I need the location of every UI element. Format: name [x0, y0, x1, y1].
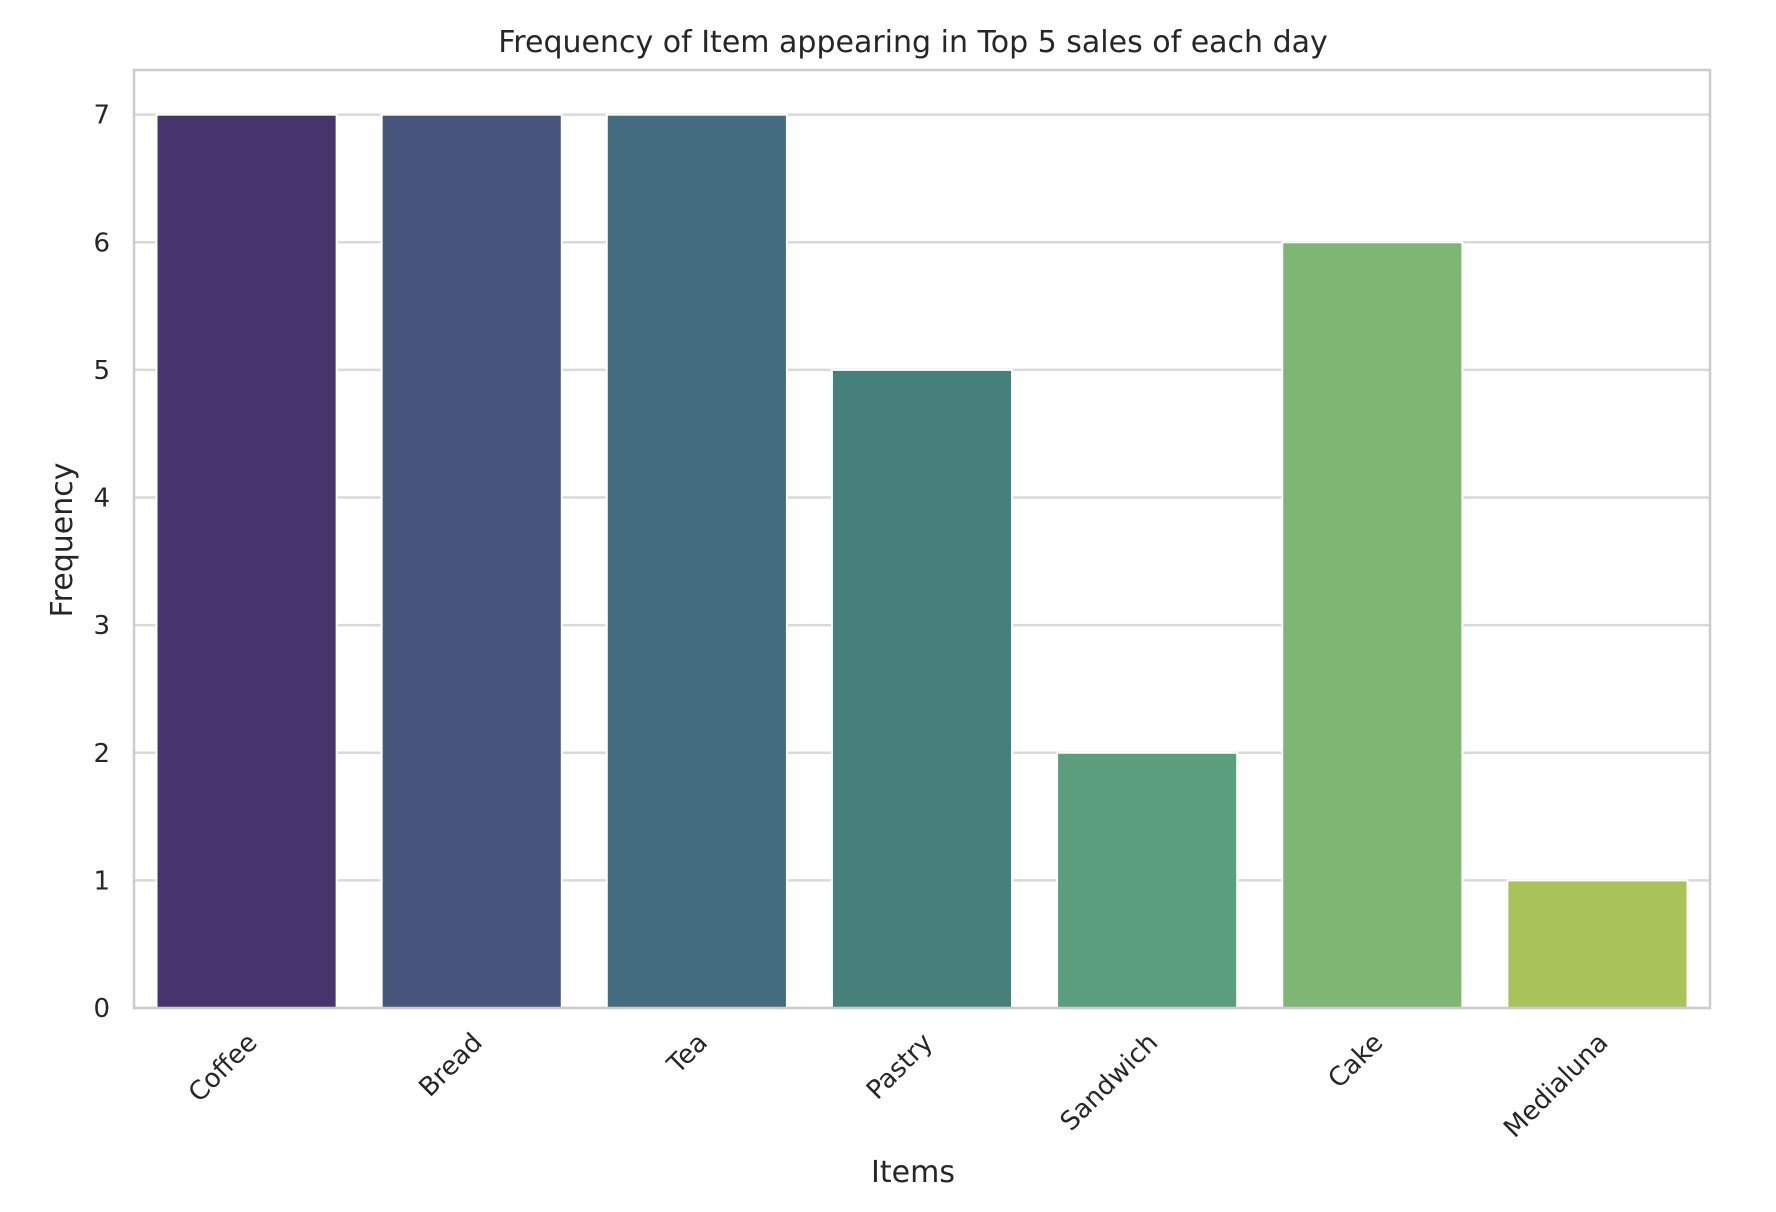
y-tick-label: 7: [93, 101, 110, 131]
y-tick-label: 2: [93, 739, 110, 769]
bar-bread: [380, 113, 563, 1009]
y-tick-label: 4: [93, 484, 110, 514]
x-axis-title: Items: [871, 1155, 955, 1190]
bar-sandwich: [1056, 751, 1239, 1009]
y-axis-title: Frequency: [45, 463, 80, 618]
y-tick-label: 5: [93, 356, 110, 386]
bar-coffee: [155, 113, 338, 1009]
bar-medialuna: [1506, 879, 1689, 1010]
bar-cake: [1281, 241, 1464, 1010]
plot-frame: [132, 68, 1712, 1010]
y-tick-labels: 0 1 2 3 4 5 6 7: [93, 101, 110, 1024]
chart-title: Frequency of Item appearing in Top 5 sal…: [498, 25, 1328, 60]
y-tick-label: 0: [93, 994, 110, 1024]
y-tick-label: 3: [93, 611, 110, 641]
bar-pastry: [830, 368, 1014, 1009]
y-tick-label: 1: [93, 866, 110, 896]
bar-tea: [605, 113, 788, 1009]
bars: [155, 113, 1689, 1010]
y-tick-label: 6: [93, 228, 110, 258]
